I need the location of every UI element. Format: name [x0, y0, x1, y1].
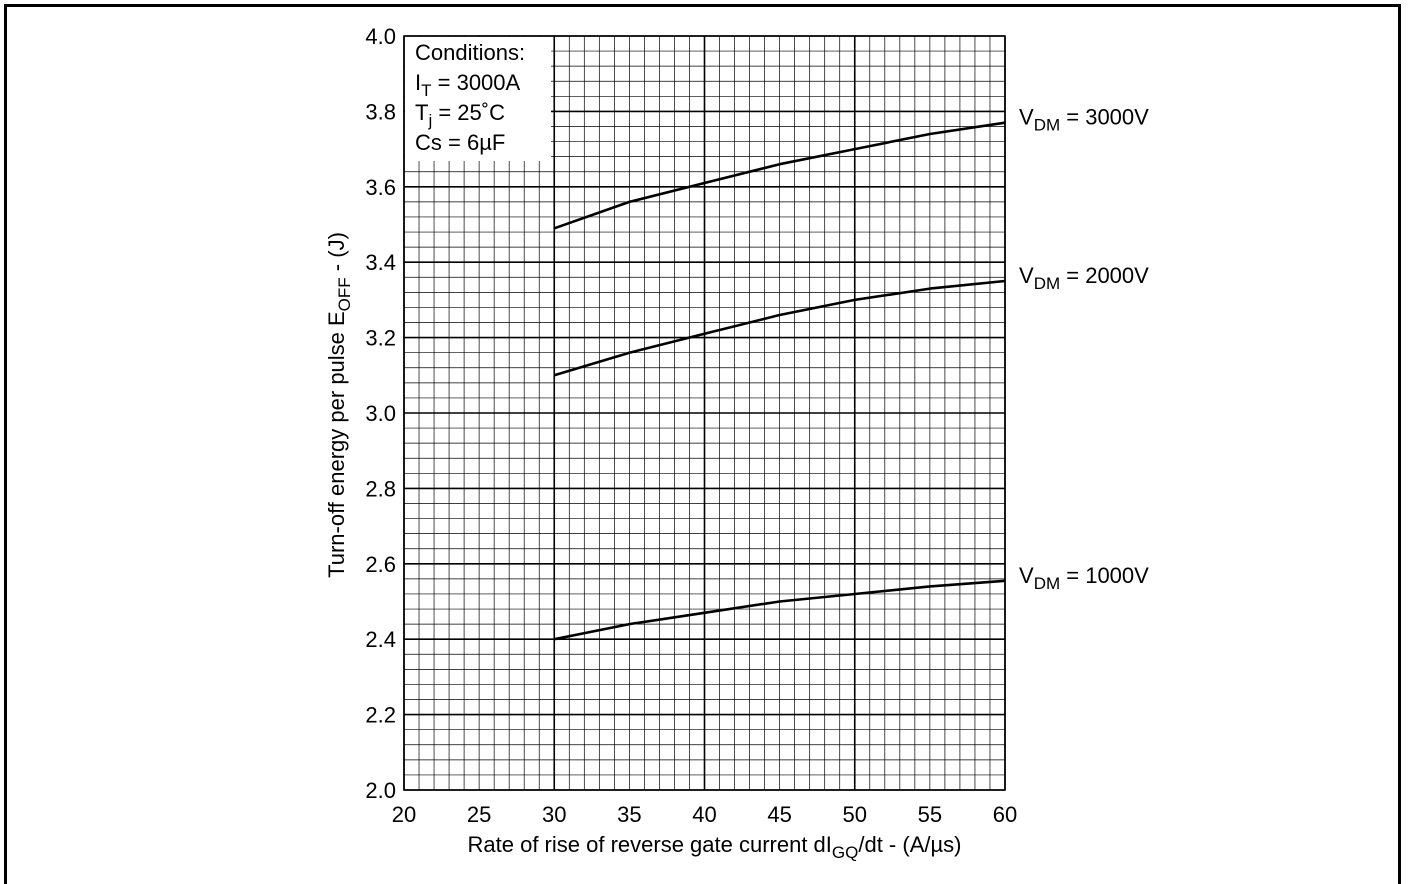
series-label: VDM = 2000V — [1019, 263, 1149, 293]
y-tick-label: 2.4 — [365, 627, 396, 652]
series-line — [553, 279, 1006, 377]
y-tick-label: 2.6 — [365, 552, 396, 577]
x-tick-label: 50 — [843, 802, 867, 827]
x-tick-label: 55 — [918, 802, 942, 827]
series-line — [554, 579, 1006, 641]
conditions-line: Cs = 6µF — [415, 130, 505, 155]
series-label: VDM = 3000V — [1019, 105, 1149, 135]
x-axis-ticks: 20 25 30 35 40 45 50 55 60 — [392, 802, 1017, 827]
x-tick-label: 40 — [692, 802, 716, 827]
x-tick-label: 60 — [993, 802, 1017, 827]
y-tick-label: 3.0 — [365, 401, 396, 426]
y-tick-label: 3.4 — [365, 250, 396, 275]
conditions-title: Conditions: — [415, 40, 525, 65]
y-tick-label: 2.0 — [365, 778, 396, 803]
y-axis-label: Turn-off energy per pulse EOFF - (J) — [324, 232, 354, 578]
conditions-line: IT = 3000A — [415, 70, 521, 100]
x-tick-label: 45 — [767, 802, 791, 827]
x-tick-label: 30 — [542, 802, 566, 827]
series-lines — [553, 121, 1006, 641]
y-axis-ticks: 2.0 2.2 2.4 2.6 2.8 3.0 3.2 3.4 3.6 3.8 4.0 — [365, 24, 396, 803]
figure-frame — [4, 4, 1401, 884]
y-tick-label: 2.2 — [365, 703, 396, 728]
y-tick-label: 4.0 — [365, 24, 396, 49]
x-tick-label: 25 — [467, 802, 491, 827]
x-tick-label: 20 — [392, 802, 416, 827]
y-tick-label: 3.6 — [365, 175, 396, 200]
series-labels: VDM = 3000V VDM = 2000V VDM = 1000V — [1019, 105, 1149, 593]
series-label: VDM = 1000V — [1019, 563, 1149, 593]
y-tick-label: 2.8 — [365, 476, 396, 501]
x-tick-label: 35 — [617, 802, 641, 827]
plot-border — [403, 35, 1006, 791]
y-tick-label: 3.8 — [365, 99, 396, 124]
x-axis-label: Rate of rise of reverse gate current dIG… — [468, 832, 962, 862]
series-line — [553, 121, 1006, 230]
conditions-box — [405, 37, 551, 161]
y-tick-label: 3.2 — [365, 326, 396, 351]
conditions-line: Tj = 25˚C — [415, 100, 505, 130]
